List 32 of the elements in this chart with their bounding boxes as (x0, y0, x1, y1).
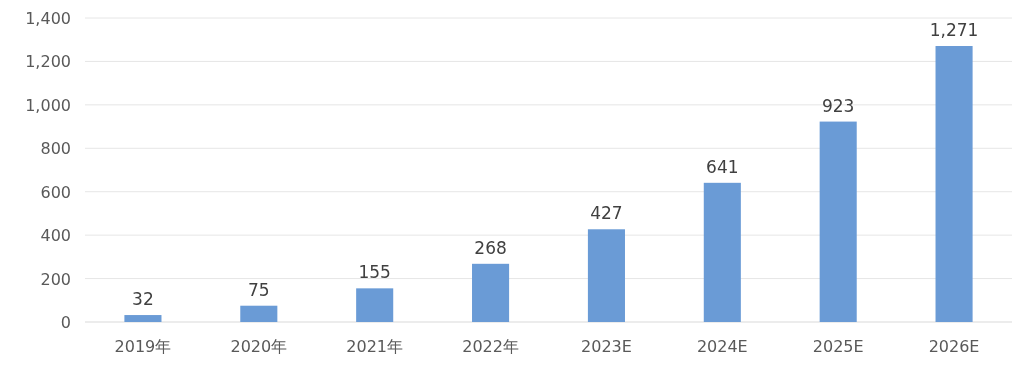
data-label: 427 (590, 203, 623, 224)
y-tick-label: 200 (40, 269, 71, 289)
y-tick-label: 1,400 (25, 9, 71, 28)
data-label: 923 (821, 95, 855, 116)
bar (356, 288, 394, 322)
bar (935, 46, 973, 322)
y-tick-label: 0 (60, 313, 71, 332)
y-tick-label: 1,200 (25, 52, 71, 72)
x-tick-label: 2024E (696, 337, 748, 356)
bar (124, 315, 162, 322)
data-label: 75 (247, 279, 270, 300)
x-tick-label: 2023E (581, 337, 632, 356)
x-tick-label: 2020年 (230, 337, 288, 356)
bar (819, 121, 857, 322)
y-tick-label: 600 (40, 182, 71, 202)
data-label: 155 (358, 262, 391, 283)
x-tick-label: 2021年 (346, 337, 404, 356)
bar (472, 263, 510, 322)
x-tick-label: 2026E (928, 337, 980, 356)
x-tick-label: 2025E (812, 337, 864, 356)
y-tick-label: 400 (40, 226, 71, 246)
bar (587, 229, 625, 322)
bar (703, 182, 741, 322)
y-tick-label: 800 (40, 139, 71, 159)
data-label: 641 (706, 156, 739, 177)
bar (240, 305, 278, 322)
data-label: 32 (132, 289, 154, 310)
data-label: 1,271 (929, 20, 979, 41)
x-tick-label: 2019年 (114, 337, 172, 356)
data-label: 268 (474, 237, 507, 258)
x-tick-label: 2022年 (462, 337, 519, 356)
y-tick-label: 1,000 (25, 95, 71, 115)
